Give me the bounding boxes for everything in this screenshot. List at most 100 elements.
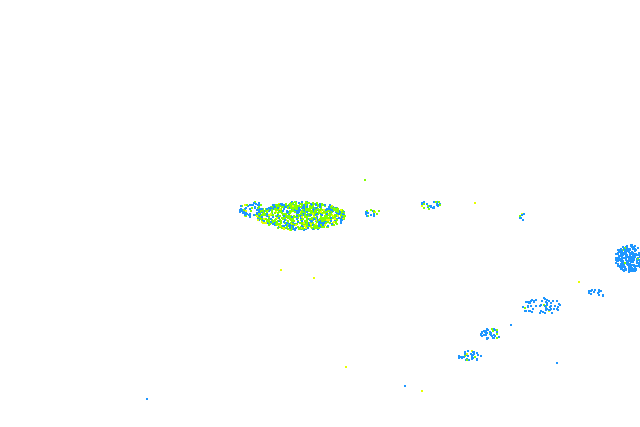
echo-cell-main	[266, 208, 268, 210]
echo-cell-far-east	[625, 254, 627, 256]
echo-band	[540, 310, 542, 312]
echo-cell-far-east	[627, 263, 629, 265]
echo-cell-main	[295, 224, 297, 226]
echo-cell-main	[285, 206, 287, 208]
echo-cell-main	[329, 204, 331, 206]
echo-cell-main	[340, 222, 342, 224]
echo-band	[557, 306, 559, 308]
echo-cell-main	[260, 204, 262, 206]
echo-pixel	[404, 385, 406, 387]
echo-cell-main	[294, 204, 296, 206]
echo-cell-main	[272, 204, 274, 206]
echo-band	[551, 312, 553, 314]
echo-cell-main	[258, 213, 260, 215]
echo-cell-main	[297, 226, 299, 228]
echo-cell-east	[433, 206, 435, 208]
echo-cell-main	[292, 223, 294, 225]
echo-band	[493, 337, 495, 339]
echo-cell-main	[263, 220, 265, 222]
echo-cell-far-east	[629, 267, 631, 269]
echo-cell-main	[265, 222, 267, 224]
echo-cell-far-east	[621, 260, 623, 262]
echo-cell-main	[295, 202, 297, 204]
echo-cell-main	[269, 214, 271, 216]
echo-cell-far-east	[627, 256, 629, 258]
echo-cell-far-east	[617, 264, 619, 266]
echo-cell-far-east	[624, 251, 626, 253]
echo-cell-main	[303, 204, 305, 206]
echo-cell-main	[300, 213, 302, 215]
echo-band	[598, 291, 600, 293]
echo-cell-far-east	[618, 251, 620, 253]
echo-band	[467, 350, 469, 352]
echo-cell-far-east	[619, 265, 621, 267]
echo-cell-main	[324, 217, 326, 219]
echo-cell-main	[271, 211, 273, 213]
echo-band	[535, 305, 537, 307]
echo-cell-main	[277, 209, 279, 211]
echo-cell-far-east	[628, 269, 630, 271]
echo-cell-far-east	[638, 265, 640, 267]
echo-cell-main	[296, 218, 298, 220]
echo-band	[486, 337, 488, 339]
echo-cell-far-east	[636, 262, 638, 264]
echo-cell-main	[302, 207, 304, 209]
echo-cell-main	[289, 204, 291, 206]
echo-band	[588, 290, 590, 292]
echo-cell-far-east	[629, 254, 631, 256]
echo-cell-far-east	[618, 258, 620, 260]
echo-cell-main	[286, 210, 288, 212]
echo-band	[535, 299, 537, 301]
echo-band	[529, 302, 531, 304]
echo-band	[477, 354, 479, 356]
echo-cell-main	[306, 224, 308, 226]
echo-cell-main	[279, 205, 281, 207]
echo-cell-main	[301, 225, 303, 227]
echo-cell-main	[250, 210, 252, 212]
echo-cell-main	[330, 213, 332, 215]
echo-cell-far-east	[625, 257, 627, 259]
echo-cell-main	[251, 207, 253, 209]
echo-band	[522, 306, 524, 308]
echo-cell-main	[309, 209, 311, 211]
echo-cell-main	[277, 223, 279, 225]
echo-cell-far-east	[631, 258, 633, 260]
echo-cell-main	[306, 206, 308, 208]
echo-band	[481, 332, 483, 334]
echo-cell-main	[293, 220, 295, 222]
echo-pixel	[364, 179, 366, 181]
echo-cell-main	[331, 209, 333, 211]
echo-cell-main	[279, 225, 281, 227]
echo-band	[602, 294, 604, 296]
echo-cell-main	[315, 209, 317, 211]
echo-cell-main	[287, 217, 289, 219]
echo-band	[476, 359, 478, 361]
echo-band	[490, 332, 492, 334]
echo-cell-main	[299, 227, 301, 229]
echo-cell-far-east	[635, 268, 637, 270]
echo-cell-main	[280, 211, 282, 213]
echo-cell-main	[300, 206, 302, 208]
echo-cell-main	[333, 209, 335, 211]
echo-cell-main	[273, 206, 275, 208]
echo-cell-far-east	[630, 270, 632, 272]
echo-cell-main	[340, 209, 342, 211]
echo-cell-far-east	[615, 253, 617, 255]
echo-band	[548, 309, 550, 311]
echo-cell-east	[438, 201, 440, 203]
echo-band	[494, 335, 496, 337]
echo-band	[493, 328, 495, 330]
echo-cell-main	[330, 220, 332, 222]
echo-cell-main	[301, 222, 303, 224]
echo-band	[491, 328, 493, 330]
echo-band	[548, 300, 550, 302]
echo-cell-far-east	[615, 257, 617, 259]
echo-band	[598, 294, 600, 296]
echo-cell-main	[311, 218, 313, 220]
echo-cell-far-east	[631, 260, 633, 262]
echo-cell-main	[303, 222, 305, 224]
echo-cell-main	[270, 218, 272, 220]
echo-cell-main	[240, 205, 242, 207]
echo-cell-main	[278, 215, 280, 217]
echo-cell-main	[324, 219, 326, 221]
